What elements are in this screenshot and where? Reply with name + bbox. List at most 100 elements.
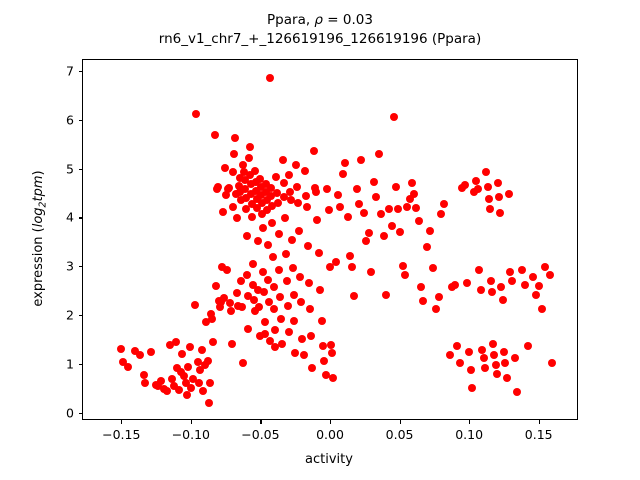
scatter-point	[206, 378, 215, 387]
scatter-point	[253, 236, 262, 245]
scatter-point	[401, 271, 410, 280]
scatter-point	[305, 279, 314, 288]
scatter-point	[501, 359, 510, 368]
x-axis-tick-label: 0.15	[524, 427, 553, 442]
x-axis-tick-label: −0.15	[102, 427, 141, 442]
scatter-point	[304, 241, 312, 250]
scatter-point	[241, 193, 250, 202]
scatter-point	[130, 346, 139, 355]
scatter-point	[262, 195, 271, 204]
scatter-point	[359, 208, 368, 217]
scatter-point	[269, 282, 278, 291]
scatter-point	[282, 249, 291, 258]
scatter-point	[336, 202, 345, 211]
scatter-point	[479, 354, 488, 363]
scatter-point	[185, 343, 194, 352]
x-axis-tick	[330, 420, 332, 424]
scatter-point	[338, 170, 347, 179]
y-axis-tick	[79, 217, 83, 219]
scatter-point	[377, 209, 386, 218]
scatter-point	[256, 175, 265, 184]
scatter-point	[437, 209, 446, 218]
scatter-point	[196, 366, 205, 375]
scatter-point	[203, 357, 212, 366]
scatter-point	[292, 183, 301, 192]
scatter-point	[253, 203, 262, 212]
scatter-point	[254, 285, 263, 294]
scatter-point	[281, 214, 290, 223]
scatter-point	[223, 266, 232, 275]
scatter-point	[246, 171, 255, 180]
scatter-point	[225, 184, 234, 193]
scatter-point	[240, 168, 248, 177]
scatter-point	[496, 208, 505, 217]
scatter-point	[175, 386, 184, 395]
scatter-point	[317, 317, 326, 326]
scatter-point	[343, 212, 352, 221]
scatter-point	[280, 192, 289, 201]
scatter-point	[248, 212, 257, 221]
scatter-point	[326, 263, 334, 272]
scatter-point	[290, 317, 299, 326]
scatter-point	[462, 279, 471, 288]
scatter-point	[489, 339, 498, 348]
scatter-point	[423, 242, 432, 251]
scatter-point	[222, 191, 231, 200]
scatter-point	[189, 374, 198, 383]
scatter-point	[287, 195, 296, 204]
scatter-point	[243, 291, 252, 300]
scatter-point	[486, 204, 495, 213]
x-axis-tick	[190, 420, 192, 424]
x-axis-tick-label: 0.00	[316, 427, 344, 442]
scatter-point	[199, 387, 208, 396]
scatter-point	[116, 344, 125, 353]
scatter-point	[468, 383, 477, 392]
scatter-point	[163, 387, 172, 396]
scatter-point	[180, 372, 189, 381]
scatter-point	[521, 280, 530, 289]
scatter-point	[362, 236, 371, 245]
scatter-point	[261, 180, 270, 189]
scatter-point	[242, 232, 251, 241]
scatter-point	[328, 349, 337, 358]
scatter-point	[537, 305, 546, 314]
scatter-point	[319, 341, 328, 350]
scatter-point	[374, 149, 383, 158]
scatter-point	[416, 282, 425, 291]
scatter-point	[398, 262, 407, 271]
scatter-point	[410, 190, 419, 198]
scatter-point	[279, 179, 288, 188]
scatter-point	[295, 227, 304, 236]
scatter-point	[389, 113, 398, 122]
scatter-point	[482, 168, 491, 177]
chart-title-line-2: rn6_v1_chr7_+_126619196_126619196 (Ppara…	[158, 31, 482, 47]
scatter-point	[242, 204, 251, 213]
scatter-point	[221, 163, 230, 172]
scatter-point	[484, 194, 493, 203]
scatter-point	[247, 199, 256, 208]
scatter-point	[286, 188, 295, 197]
scatter-point	[282, 277, 291, 286]
scatter-point	[385, 204, 393, 213]
scatter-point	[273, 198, 282, 207]
scatter-point	[187, 383, 196, 392]
scatter-point	[465, 347, 474, 356]
scatter-point	[405, 194, 414, 203]
scatter-point	[251, 178, 260, 187]
scatter-point	[252, 194, 261, 203]
scatter-point	[499, 347, 508, 356]
scatter-point	[190, 300, 199, 309]
scatter-point	[314, 248, 323, 257]
scatter-point	[434, 292, 443, 301]
y-axis-tick	[79, 364, 83, 366]
scatter-point	[412, 203, 421, 212]
scatter-point	[323, 185, 332, 194]
scatter-point	[529, 273, 538, 282]
scatter-point	[213, 183, 222, 192]
scatter-point	[518, 266, 527, 275]
y-axis-tick	[79, 119, 83, 121]
scatter-point	[238, 359, 247, 368]
scatter-point	[272, 189, 281, 198]
x-axis-tick-label: −0.10	[171, 427, 210, 442]
